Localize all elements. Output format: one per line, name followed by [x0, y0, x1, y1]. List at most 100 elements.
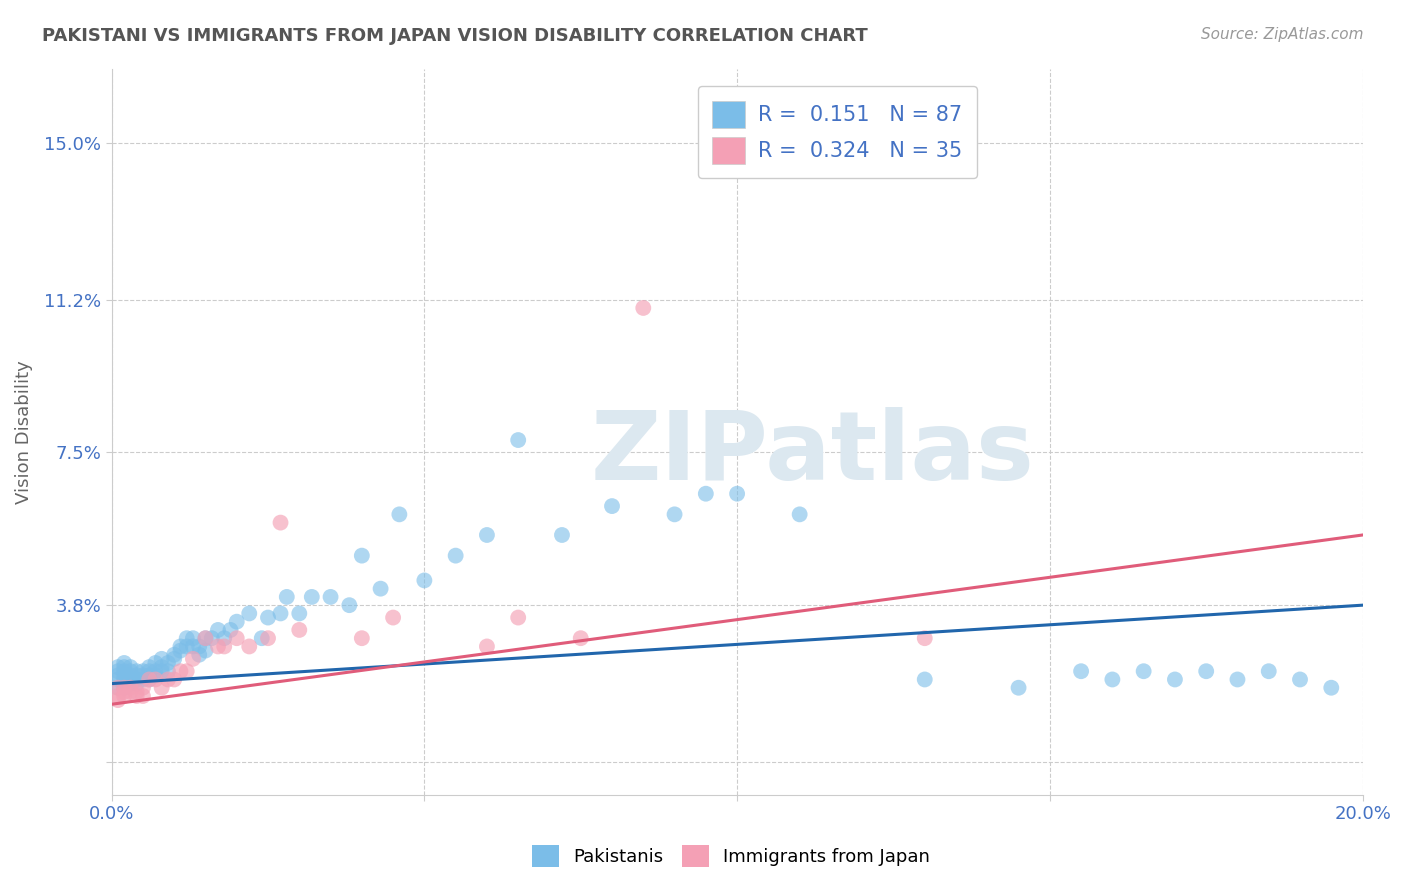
Point [112, 664, 135, 678]
Point [120, 664, 142, 678]
Point [112, 681, 135, 695]
Point [225, 631, 247, 645]
Point [150, 652, 173, 666]
Text: PAKISTANI VS IMMIGRANTS FROM JAPAN VISION DISABILITY CORRELATION CHART: PAKISTANI VS IMMIGRANTS FROM JAPAN VISIO… [42, 27, 868, 45]
Point [212, 640, 235, 654]
Point [257, 631, 280, 645]
Point [1070, 664, 1092, 678]
Point [288, 607, 311, 621]
Point [789, 508, 811, 522]
Point [112, 656, 135, 670]
Point [725, 486, 748, 500]
Point [107, 681, 129, 695]
Point [1007, 681, 1029, 695]
Point [163, 673, 186, 687]
Point [150, 660, 173, 674]
Point [132, 681, 155, 695]
Point [914, 631, 936, 645]
Point [444, 549, 467, 563]
Point [225, 615, 247, 629]
Point [112, 673, 135, 687]
Point [382, 610, 405, 624]
Point [107, 673, 129, 687]
Point [337, 598, 360, 612]
Point [600, 499, 623, 513]
Point [270, 607, 292, 621]
Point [219, 623, 242, 637]
Point [475, 528, 498, 542]
Point [257, 610, 280, 624]
Point [112, 681, 135, 695]
Point [125, 685, 148, 699]
Point [176, 640, 198, 654]
Point [1195, 664, 1218, 678]
Point [132, 668, 155, 682]
Point [207, 623, 229, 637]
Point [194, 631, 217, 645]
Point [1132, 664, 1154, 678]
Point [125, 676, 148, 690]
Point [145, 673, 167, 687]
Point [370, 582, 392, 596]
Point [112, 668, 135, 682]
Point [138, 668, 160, 682]
Point [125, 673, 148, 687]
Point [276, 590, 298, 604]
Point [150, 664, 173, 678]
Point [188, 648, 211, 662]
Point [194, 643, 217, 657]
Point [138, 660, 160, 674]
Point [112, 685, 135, 699]
Point [1257, 664, 1279, 678]
Point [112, 676, 135, 690]
Point [201, 631, 224, 645]
Point [107, 681, 129, 695]
Point [150, 681, 173, 695]
Point [156, 656, 179, 670]
Point [194, 631, 217, 645]
Point [169, 640, 191, 654]
Point [107, 689, 129, 703]
Legend: R =  0.151   N = 87, R =  0.324   N = 35: R = 0.151 N = 87, R = 0.324 N = 35 [697, 87, 977, 178]
Point [132, 673, 155, 687]
Point [107, 660, 129, 674]
Point [120, 681, 142, 695]
Point [350, 631, 373, 645]
Point [120, 676, 142, 690]
Point [319, 590, 342, 604]
Point [188, 640, 211, 654]
Point [475, 640, 498, 654]
Point [120, 660, 142, 674]
Y-axis label: Vision Disability: Vision Disability [15, 359, 32, 504]
Point [181, 631, 204, 645]
Point [250, 631, 273, 645]
Point [288, 623, 311, 637]
Point [112, 660, 135, 674]
Point [132, 689, 155, 703]
Point [120, 668, 142, 682]
Point [145, 664, 167, 678]
Point [107, 693, 129, 707]
Point [1320, 681, 1343, 695]
Point [1289, 673, 1312, 687]
Point [145, 656, 167, 670]
Point [350, 549, 373, 563]
Point [125, 664, 148, 678]
Point [914, 673, 936, 687]
Point [125, 689, 148, 703]
Point [138, 673, 160, 687]
Point [413, 574, 436, 588]
Point [169, 664, 191, 678]
Point [301, 590, 323, 604]
Point [163, 652, 186, 666]
Legend: Pakistanis, Immigrants from Japan: Pakistanis, Immigrants from Japan [524, 838, 938, 874]
Point [569, 631, 592, 645]
Point [633, 301, 655, 315]
Point [181, 640, 204, 654]
Point [145, 668, 167, 682]
Point [695, 486, 717, 500]
Point [156, 664, 179, 678]
Point [664, 508, 686, 522]
Point [270, 516, 292, 530]
Point [238, 607, 260, 621]
